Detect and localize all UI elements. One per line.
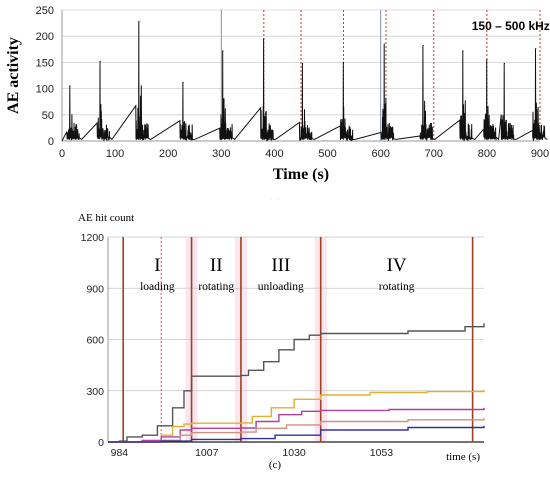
c-phase-numeral: II — [210, 255, 223, 276]
b-peak-point — [222, 50, 224, 52]
b-ylabel: AE activity — [5, 37, 22, 114]
b-ytick-label: 150 — [36, 57, 54, 69]
b-xtick-label: 800 — [478, 148, 496, 160]
c-series-line-4 — [108, 418, 485, 443]
b-xtick-label: 900 — [531, 148, 549, 160]
b-ytick-label: 0 — [48, 136, 54, 148]
c-phase-label: loading — [140, 281, 175, 293]
b-peak-point — [69, 85, 71, 87]
b-peak-point — [383, 43, 385, 45]
b-peak-point — [263, 38, 265, 40]
b-peak-point — [301, 62, 304, 65]
c-xtick-label: 1030 — [282, 447, 306, 459]
b-xtick-label: 200 — [159, 148, 177, 160]
b-peak-point — [503, 62, 506, 65]
b-xtick-label: 600 — [371, 148, 389, 160]
b-xtick-label: 300 — [212, 148, 230, 160]
b-peak-point — [182, 81, 184, 83]
b-peak-point — [342, 61, 345, 64]
b-peak-point — [462, 50, 464, 52]
c-phase-numeral: III — [271, 255, 290, 276]
c-panel-label: (c) — [269, 459, 282, 471]
c-ytick-label: 300 — [86, 386, 104, 398]
b-ytick-label: 50 — [42, 110, 54, 122]
c-ytick-label: 1200 — [81, 232, 105, 244]
b-peak-point — [422, 45, 424, 47]
chart-b-ae-activity: 0 50 100 150 200 250 0 100 200 300 400 500 600 700 800… — [5, 5, 550, 200]
b-ytick-label: 100 — [36, 84, 54, 96]
b-peak-point — [486, 59, 488, 61]
c-xtick-label: 1007 — [195, 447, 219, 459]
c-phase-numeral: I — [154, 255, 160, 276]
c-ylabel: AE hit count — [78, 212, 134, 224]
b-xtick-label: 700 — [425, 148, 443, 160]
c-series-line-5 — [108, 425, 485, 443]
b-panel-label: (b) — [269, 198, 282, 200]
c-xlabel: time (s) — [446, 451, 480, 463]
c-phase-label: rotating — [198, 281, 234, 293]
c-xtick-label: 1053 — [370, 447, 394, 459]
b-ytick-label: 200 — [36, 31, 54, 43]
c-xtick-label: 984 — [111, 447, 129, 459]
c-phase-label: rotating — [379, 281, 415, 293]
b-series-line — [61, 21, 548, 142]
b-peak-point — [138, 20, 140, 23]
b-peak-point — [535, 48, 537, 50]
c-ytick-label: 600 — [86, 335, 104, 347]
c-ytick-label: 900 — [86, 283, 104, 295]
c-ytick-label: 0 — [98, 437, 104, 449]
c-phase-numeral: IV — [387, 255, 407, 276]
b-xtick-label: 500 — [318, 148, 336, 160]
b-xtick-label: 100 — [106, 148, 124, 160]
b-annotation: 150 – 500 kHz — [472, 19, 550, 33]
b-xlabel: Time (s) — [273, 166, 329, 183]
b-xtick-label: 400 — [265, 148, 283, 160]
c-series-line-2 — [108, 389, 485, 443]
c-phase-label: unloading — [258, 281, 304, 293]
b-xtick-label: 0 — [59, 148, 65, 160]
b-ytick-label: 250 — [36, 5, 54, 17]
c-series-line-1 — [108, 323, 485, 443]
b-peak-point — [99, 60, 101, 62]
